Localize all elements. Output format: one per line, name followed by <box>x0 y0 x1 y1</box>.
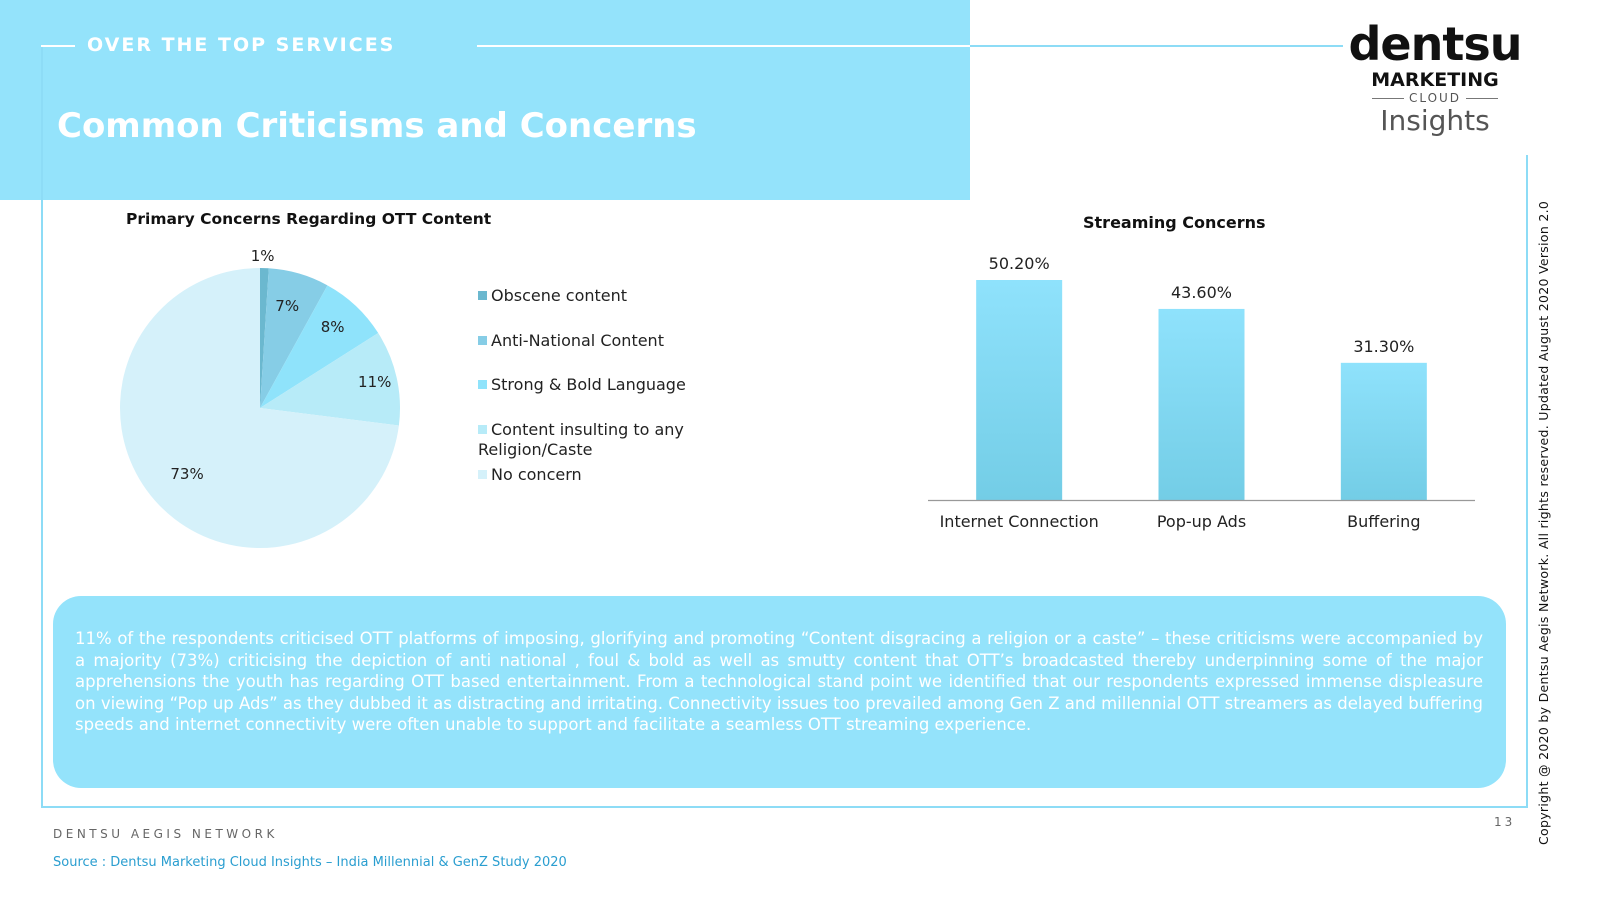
pie-chart <box>120 268 401 548</box>
pie-slice-4 <box>120 268 399 548</box>
legend-item: No concern <box>478 465 718 485</box>
legend-label: Obscene content <box>491 286 628 305</box>
legend-swatch <box>478 425 487 434</box>
pie-slice-3 <box>260 332 401 426</box>
legend-label: Strong & Bold Language <box>491 375 686 394</box>
pie-data-label: 73% <box>170 464 204 483</box>
pie-slice-2 <box>260 285 379 408</box>
summary-box: 11% of the respondents criticised OTT pl… <box>53 596 1506 788</box>
bar-1 <box>1158 308 1245 500</box>
frame-line-top <box>41 45 75 47</box>
legend-item: Strong & Bold Language <box>478 375 718 395</box>
summary-text: 11% of the respondents criticised OTT pl… <box>75 629 1483 734</box>
bar-chart <box>928 280 1475 502</box>
bar-2 <box>1340 362 1427 500</box>
frame-line-right <box>1526 155 1528 808</box>
logo-marketing: MARKETING <box>1371 69 1499 91</box>
bar-chart-title: Streaming Concerns <box>1083 213 1266 232</box>
bar-category-label: Pop-up Ads <box>1156 512 1247 531</box>
footer-source: Source : Dentsu Marketing Cloud Insights… <box>53 855 567 870</box>
logo-cloud: CLOUD <box>1345 90 1525 106</box>
frame-line-left <box>41 45 43 808</box>
dentsu-logo: dentsu MARKETING CLOUD Insights <box>1345 18 1525 148</box>
legend-swatch <box>478 470 487 479</box>
legend-item: Obscene content <box>478 286 718 306</box>
bar-data-label: 43.60% <box>1170 282 1232 302</box>
frame-line-bottom <box>41 806 1528 808</box>
section-label: OVER THE TOP SERVICES <box>87 34 396 56</box>
legend-swatch <box>478 380 487 389</box>
bar-category-label: Internet Connection <box>939 512 1099 531</box>
frame-line-top <box>477 45 970 47</box>
footer-network: DENTSU AEGIS NETWORK <box>53 827 278 841</box>
legend-label: No concern <box>491 465 582 484</box>
pie-data-label: 11% <box>358 372 392 391</box>
bar-data-label: 31.30% <box>1353 336 1415 356</box>
bar-data-label: 50.20% <box>988 254 1050 273</box>
pie-chart-title: Primary Concerns Regarding OTT Content <box>126 210 492 228</box>
pie-data-label: 8% <box>320 318 345 337</box>
bar-0 <box>976 280 1063 500</box>
pie-data-label: 7% <box>275 297 300 316</box>
header-band <box>0 0 970 200</box>
logo-brand: dentsu <box>1348 17 1523 71</box>
legend-item: Content insulting to any Religion/Caste <box>478 420 718 460</box>
legend-item: Anti-National Content <box>478 331 718 351</box>
pie-slice-1 <box>260 268 328 408</box>
legend-label: Anti-National Content <box>491 331 664 350</box>
logo-insights: Insights <box>1380 104 1490 137</box>
legend-label: Content insulting to any Religion/Caste <box>478 420 684 459</box>
page-number: 13 <box>1494 815 1516 829</box>
page-title: Common Criticisms and Concerns <box>57 106 697 146</box>
legend-swatch <box>478 336 487 345</box>
legend-swatch <box>478 291 487 300</box>
pie-slice-0 <box>260 268 269 408</box>
bar-category-label: Buffering <box>1347 512 1421 531</box>
pie-data-label: 1% <box>250 246 275 265</box>
frame-line-top <box>970 45 1343 47</box>
